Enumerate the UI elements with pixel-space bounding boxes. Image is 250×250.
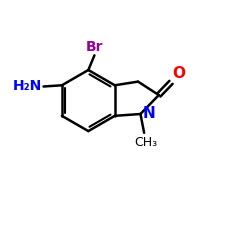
Text: Br: Br (86, 40, 103, 54)
Text: O: O (172, 66, 185, 81)
Text: N: N (142, 106, 155, 122)
Text: H₂N: H₂N (13, 80, 42, 94)
Text: CH₃: CH₃ (134, 136, 157, 149)
